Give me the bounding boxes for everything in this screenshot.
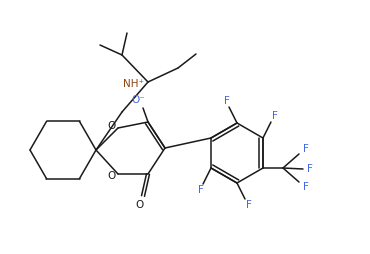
Text: F: F — [303, 144, 309, 154]
Text: O: O — [107, 171, 115, 181]
Text: F: F — [246, 200, 252, 210]
Text: NH⁺: NH⁺ — [124, 79, 145, 89]
Text: F: F — [272, 111, 278, 121]
Text: F: F — [303, 182, 309, 192]
Text: O⁻: O⁻ — [131, 95, 145, 105]
Text: O: O — [107, 121, 115, 131]
Text: F: F — [198, 185, 204, 195]
Text: F: F — [224, 96, 230, 106]
Text: O: O — [136, 200, 144, 210]
Text: F: F — [307, 164, 313, 174]
